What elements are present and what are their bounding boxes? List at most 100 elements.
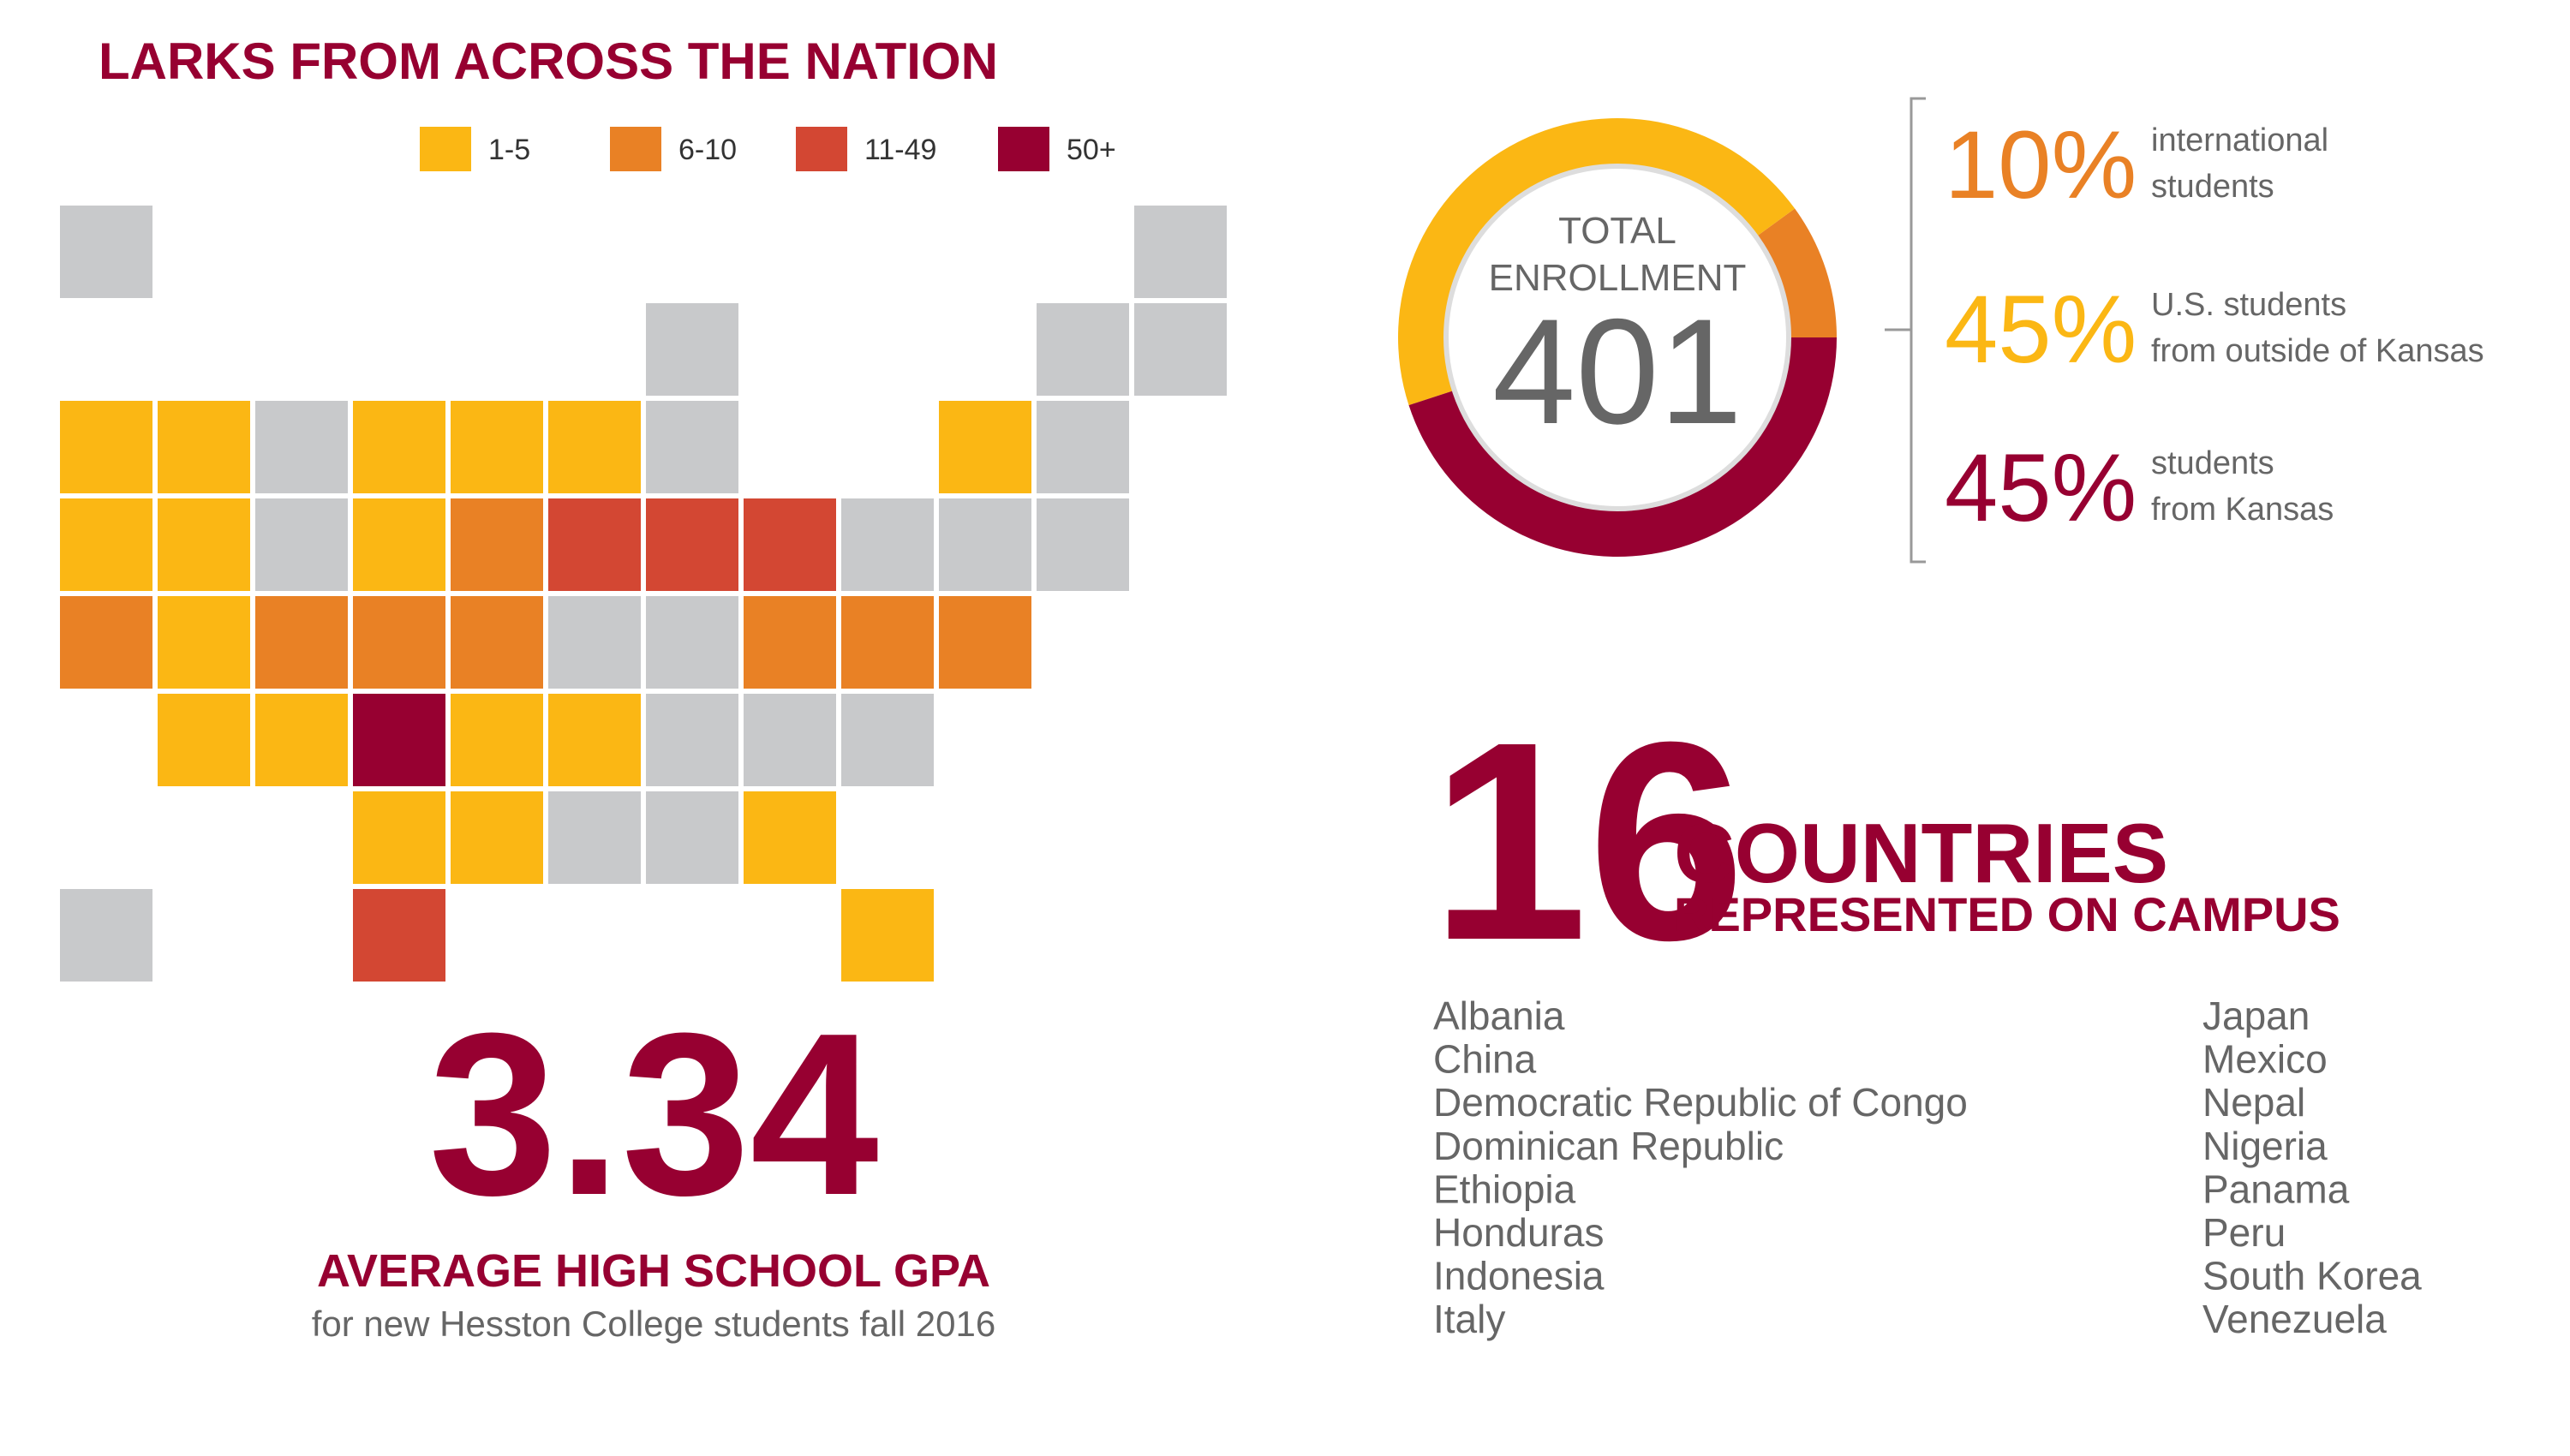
- state: [60, 596, 152, 689]
- donut-segment: [1755, 208, 1837, 337]
- percent-description: from Kansas: [2151, 492, 2334, 528]
- legend-label: 1-5: [488, 134, 530, 166]
- legend-label: 6-10: [678, 134, 737, 166]
- state: [255, 694, 348, 786]
- state: [744, 596, 836, 689]
- country-count: 16: [1431, 683, 1745, 999]
- us-map: [60, 206, 1227, 982]
- country: Honduras: [1433, 1210, 1604, 1255]
- gpa-value: 3.34: [428, 986, 880, 1244]
- state: [1037, 498, 1129, 591]
- state: [548, 596, 641, 689]
- country: Nepal: [2202, 1080, 2305, 1125]
- percent-description: from outside of Kansas: [2151, 333, 2484, 369]
- state: [353, 791, 445, 884]
- legend-swatch: [796, 127, 847, 171]
- state: [939, 498, 1031, 591]
- country: Japan: [2202, 994, 2310, 1038]
- bracket: [1885, 97, 1926, 564]
- percent-label: 45%: [1945, 434, 2137, 541]
- state: [353, 498, 445, 591]
- country: Nigeria: [2202, 1124, 2328, 1168]
- state: [353, 694, 445, 786]
- country: Dominican Republic: [1433, 1124, 1784, 1168]
- state: [841, 694, 934, 786]
- country: Indonesia: [1433, 1254, 1605, 1298]
- state: [255, 498, 348, 591]
- state: [1134, 206, 1227, 298]
- state: [353, 889, 445, 982]
- legend-swatch: [610, 127, 661, 171]
- country: Mexico: [2202, 1037, 2328, 1082]
- country: Democratic Republic of Congo: [1433, 1080, 1968, 1125]
- state: [451, 401, 543, 493]
- legend-label: 11-49: [864, 134, 936, 166]
- country: Panama: [2202, 1167, 2350, 1211]
- state: [744, 694, 836, 786]
- country: Albania: [1433, 994, 1565, 1038]
- state: [841, 596, 934, 689]
- state: [60, 401, 152, 493]
- state: [841, 889, 934, 982]
- percent-description: students: [2151, 169, 2274, 205]
- state: [255, 401, 348, 493]
- map-title: LARKS FROM ACROSS THE NATION: [99, 33, 998, 90]
- gpa-subtitle: for new Hesston College students fall 20…: [312, 1304, 995, 1344]
- legend-swatch: [998, 127, 1049, 171]
- state: [744, 791, 836, 884]
- percent-description: students: [2151, 445, 2274, 481]
- state: [451, 694, 543, 786]
- state: [158, 694, 250, 786]
- state: [548, 694, 641, 786]
- gpa-title: AVERAGE HIGH SCHOOL GPA: [317, 1245, 990, 1297]
- state: [646, 596, 738, 689]
- country: South Korea: [2202, 1254, 2422, 1298]
- state: [158, 401, 250, 493]
- state: [1134, 303, 1227, 396]
- state: [353, 596, 445, 689]
- center-label: TOTAL: [1558, 210, 1676, 252]
- state: [1037, 401, 1129, 493]
- country: China: [1433, 1037, 1537, 1082]
- percent-label: 45%: [1945, 276, 2137, 383]
- state: [548, 401, 641, 493]
- countries-subtitle: REPRESENTED ON CAMPUS: [1674, 887, 2340, 941]
- state: [451, 498, 543, 591]
- state: [158, 498, 250, 591]
- country: Venezuela: [2202, 1297, 2387, 1341]
- donut-segment: [1398, 117, 1796, 406]
- percent-description: international: [2151, 122, 2328, 158]
- country: Peru: [2202, 1210, 2286, 1255]
- state: [646, 303, 738, 396]
- state: [841, 498, 934, 591]
- state: [548, 498, 641, 591]
- state: [646, 791, 738, 884]
- state: [255, 596, 348, 689]
- percent-label: 10%: [1945, 111, 2137, 218]
- state: [744, 498, 836, 591]
- center-label: ENROLLMENT: [1489, 257, 1747, 299]
- state: [451, 791, 543, 884]
- percent-description: U.S. students: [2151, 287, 2346, 323]
- state: [548, 791, 641, 884]
- state: [60, 498, 152, 591]
- state: [939, 401, 1031, 493]
- country: Ethiopia: [1433, 1167, 1576, 1211]
- donut-segment: [1408, 337, 1837, 557]
- state: [158, 596, 250, 689]
- state: [60, 206, 152, 298]
- countries-title: COUNTRIES: [1674, 806, 2168, 900]
- state: [353, 401, 445, 493]
- state: [646, 694, 738, 786]
- state: [646, 401, 738, 493]
- legend-swatch: [420, 127, 471, 171]
- state: [646, 498, 738, 591]
- donut-inner: [1443, 164, 1791, 511]
- state: [60, 889, 152, 982]
- total-enrollment: 401: [1492, 289, 1742, 456]
- state: [1037, 303, 1129, 396]
- country: Italy: [1433, 1297, 1505, 1341]
